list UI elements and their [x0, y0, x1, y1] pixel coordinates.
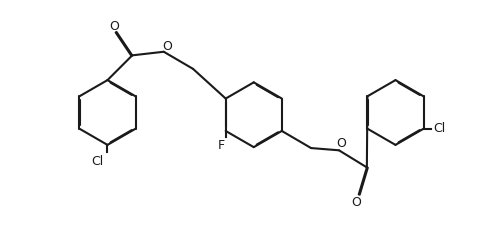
- Text: F: F: [218, 139, 225, 152]
- Text: Cl: Cl: [434, 122, 446, 135]
- Text: Cl: Cl: [92, 155, 104, 168]
- Text: O: O: [352, 196, 362, 209]
- Text: O: O: [336, 137, 346, 150]
- Text: O: O: [162, 40, 172, 53]
- Text: O: O: [109, 20, 119, 33]
